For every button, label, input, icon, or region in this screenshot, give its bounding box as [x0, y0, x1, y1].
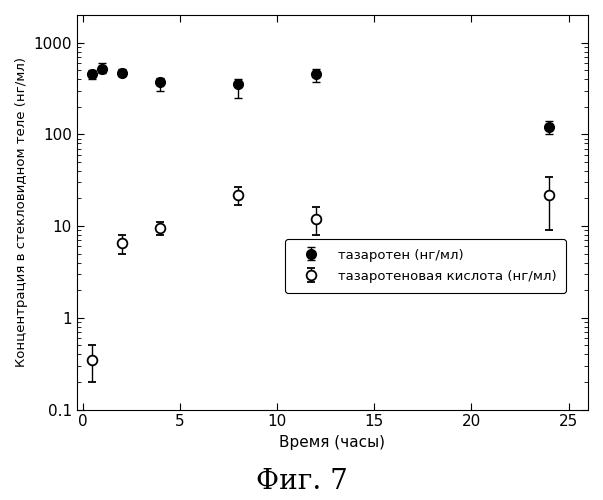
- Legend: тазаротен (нг/мл), тазаротеновая кислота (нг/мл): тазаротен (нг/мл), тазаротеновая кислота…: [285, 240, 566, 292]
- Y-axis label: Концентрация в стекловидном теле (нг/мл): Концентрация в стекловидном теле (нг/мл): [15, 58, 28, 368]
- X-axis label: Время (часы): Время (часы): [279, 435, 385, 450]
- Text: Фиг. 7: Фиг. 7: [256, 468, 347, 495]
